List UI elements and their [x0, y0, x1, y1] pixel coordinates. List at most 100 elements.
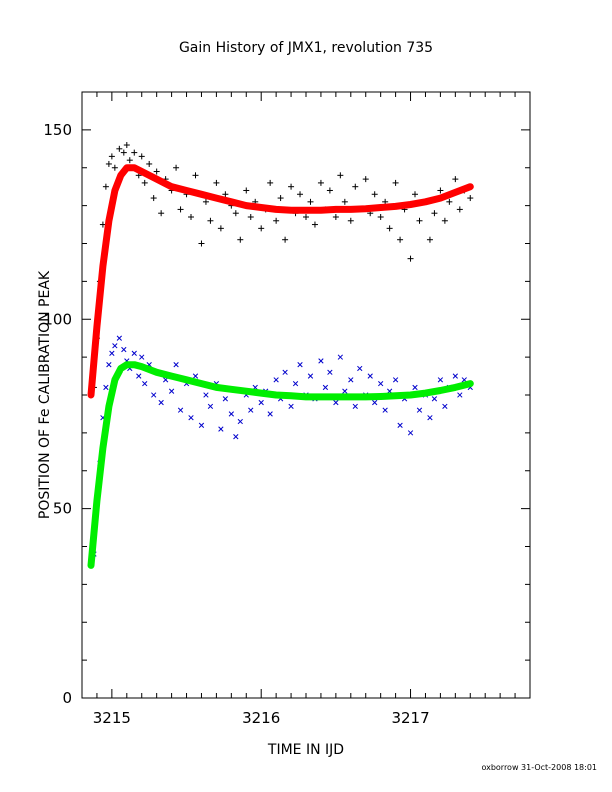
data-point: [198, 422, 205, 428]
point-stroke: [327, 369, 333, 375]
data-point: [317, 179, 324, 186]
x-tick-label: 3216: [242, 709, 280, 727]
point-stroke: [318, 358, 324, 364]
data-point: [452, 176, 459, 183]
data-point: [362, 176, 369, 183]
data-point: [441, 217, 448, 224]
point-stroke: [437, 377, 444, 383]
data-point: [207, 403, 214, 410]
data-point: [121, 346, 127, 353]
point-stroke: [461, 377, 467, 383]
footer-credit: oxborrow 31-Oct-2008 18:01: [481, 763, 597, 772]
point-stroke: [109, 350, 115, 356]
point-stroke: [258, 399, 264, 406]
point-stroke: [412, 384, 418, 391]
point-stroke: [292, 380, 299, 387]
data-point: [106, 362, 112, 368]
point-stroke: [116, 335, 122, 341]
data-point: [318, 358, 324, 364]
data-point: [173, 362, 179, 368]
data-point: [141, 179, 148, 186]
data-point: [217, 225, 224, 232]
data-point: [386, 225, 393, 232]
data-point: [382, 407, 388, 413]
point-stroke: [177, 407, 184, 413]
data-point: [397, 236, 404, 243]
data-point: [103, 384, 109, 391]
data-point: [442, 403, 448, 410]
data-point: [158, 210, 165, 217]
data-point: [222, 191, 229, 198]
data-point: [457, 392, 463, 398]
point-stroke: [218, 426, 224, 432]
data-point: [412, 384, 418, 391]
point-stroke: [416, 407, 423, 413]
data-point: [341, 198, 348, 205]
data-point: [267, 411, 273, 417]
point-stroke: [431, 396, 438, 402]
point-stroke: [233, 434, 239, 440]
point-stroke: [342, 388, 348, 394]
data-point: [258, 225, 265, 232]
series-layer: [87, 142, 474, 569]
data-point: [407, 255, 414, 262]
data-point: [352, 403, 358, 410]
x-tick-label: 3215: [93, 709, 131, 727]
data-point: [139, 354, 145, 360]
data-point: [173, 164, 180, 171]
data-point: [352, 183, 359, 190]
point-stroke: [407, 430, 414, 436]
data-point: [326, 187, 333, 194]
data-point: [207, 217, 214, 224]
point-stroke: [322, 384, 329, 391]
data-point: [416, 407, 423, 413]
y-axis-label: POSITION OF Fe CALIBRATION PEAK: [37, 270, 53, 519]
data-point: [452, 373, 458, 379]
data-point: [288, 183, 295, 190]
data-point: [282, 236, 289, 243]
data-point: [377, 213, 384, 220]
y-tick-label: 0: [62, 689, 72, 707]
data-point: [282, 369, 288, 375]
data-point: [243, 187, 250, 194]
point-stroke: [392, 377, 399, 383]
point-stroke: [288, 403, 294, 410]
data-point: [273, 377, 279, 383]
point-stroke: [203, 392, 209, 398]
point-stroke: [207, 403, 214, 410]
data-point: [426, 236, 433, 243]
data-point: [437, 187, 444, 194]
point-stroke: [348, 377, 354, 383]
data-point: [456, 206, 463, 213]
data-point: [446, 198, 453, 205]
data-point: [232, 210, 239, 217]
data-point: [427, 415, 433, 421]
point-stroke: [139, 354, 145, 360]
data-point: [416, 217, 423, 224]
data-point: [123, 142, 130, 149]
point-stroke: [307, 373, 314, 379]
data-point: [116, 335, 122, 341]
data-point: [412, 191, 419, 198]
data-point: [192, 373, 199, 379]
point-stroke: [131, 350, 137, 356]
point-stroke: [188, 415, 194, 421]
data-point: [136, 373, 142, 379]
data-point: [333, 399, 339, 406]
data-point: [202, 198, 209, 205]
data-point: [311, 221, 318, 228]
data-point: [342, 388, 348, 394]
data-point: [367, 373, 373, 379]
data-point: [431, 210, 438, 217]
data-point: [292, 380, 299, 387]
data-point: [347, 217, 354, 224]
fit-curve-3: [87, 361, 474, 569]
data-point: [297, 362, 303, 368]
data-point: [126, 157, 133, 164]
data-point: [142, 380, 148, 387]
point-stroke: [352, 403, 358, 410]
data-point: [188, 415, 194, 421]
data-point: [218, 426, 224, 432]
data-point: [273, 217, 280, 224]
